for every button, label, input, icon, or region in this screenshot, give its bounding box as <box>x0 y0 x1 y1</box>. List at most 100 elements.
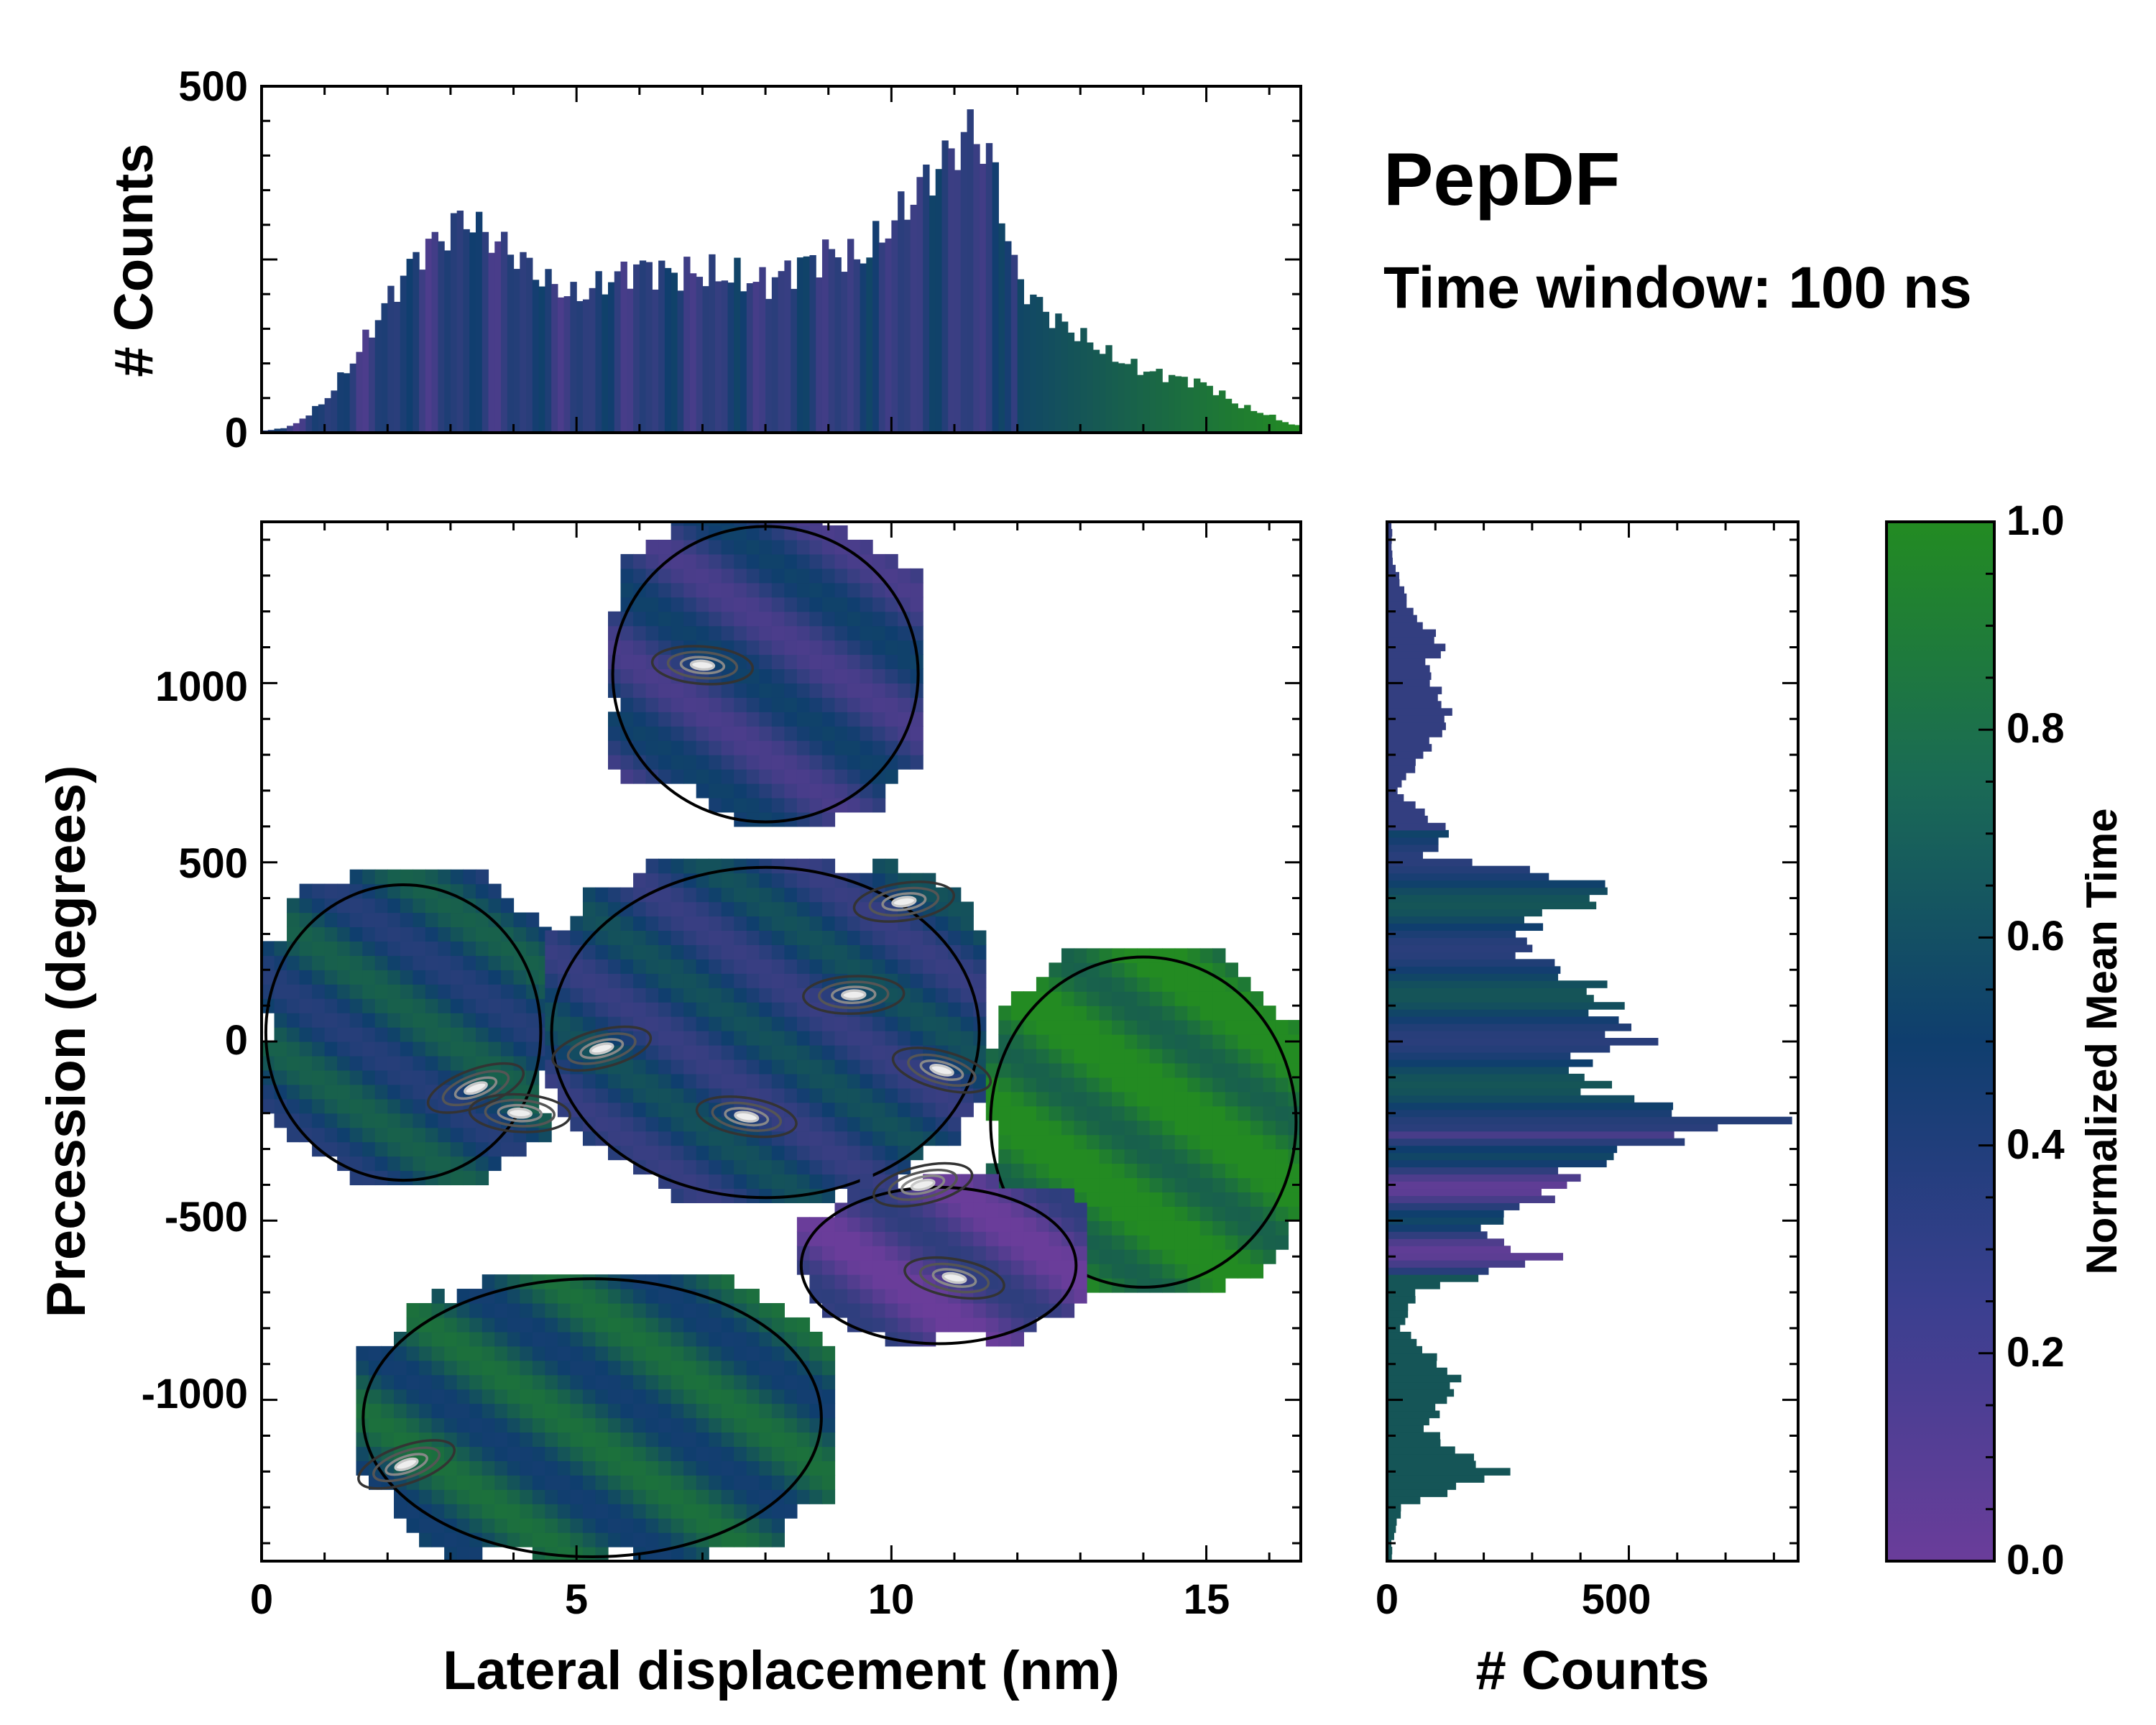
right-histogram-bar <box>1387 636 1434 645</box>
right-histogram-bar <box>1387 737 1429 745</box>
top-histogram-bar <box>1049 328 1056 433</box>
top-histogram-bar <box>576 300 584 433</box>
right-histogram-bar <box>1387 1167 1559 1175</box>
right-histogram-bar <box>1387 952 1516 960</box>
top-histogram-bar <box>1168 374 1176 433</box>
top-histogram-bar <box>381 303 388 433</box>
main-ytick-label-minus500: -500 <box>165 1194 248 1241</box>
top-histogram-bar <box>438 241 445 433</box>
top-histogram-bar <box>816 277 823 433</box>
right-histogram-bar <box>1387 980 1608 988</box>
right-histogram-bar <box>1387 1095 1635 1103</box>
density-peak <box>872 1162 974 1208</box>
region-bottom-left-lobe <box>356 1274 836 1561</box>
right-histogram-bar <box>1387 1353 1437 1361</box>
top-histogram-bar <box>1238 408 1245 433</box>
top-histogram-bar <box>520 252 527 433</box>
top-histogram-bar <box>582 299 590 433</box>
top-histogram-bar <box>1194 378 1201 433</box>
right-histogram-bar <box>1387 794 1404 802</box>
right-histogram-bar <box>1387 1052 1571 1060</box>
right-histogram-bar <box>1387 643 1446 652</box>
right-histogram-bar <box>1387 1202 1520 1210</box>
right-histogram-bar <box>1387 1446 1455 1455</box>
top-histogram-bar <box>551 284 558 433</box>
right-histogram-bar <box>1387 1432 1440 1440</box>
right-histogram-bar <box>1387 579 1400 587</box>
top-histogram-bar <box>337 372 344 433</box>
right-histogram-bar <box>1387 672 1432 680</box>
right-histogram-bar <box>1387 1302 1409 1311</box>
top-histogram-bar <box>1080 328 1087 433</box>
right-histogram-bar <box>1387 880 1606 888</box>
right-histogram-bar <box>1387 1496 1421 1504</box>
right-histogram-bar <box>1387 1532 1394 1540</box>
top-histogram-bar <box>538 286 545 433</box>
right-histogram-ticks <box>1386 522 1798 1561</box>
region-right-lobe <box>985 948 1301 1293</box>
top-histogram-bar <box>374 320 382 433</box>
right-histogram-bar <box>1387 1289 1416 1297</box>
top-histogram-bar <box>1074 341 1081 433</box>
right-histogram-bar <box>1387 815 1428 824</box>
main-ytick-label-minus1000: -1000 <box>142 1371 248 1417</box>
top-histogram-bar <box>778 271 785 433</box>
right-histogram-bar <box>1387 686 1442 694</box>
main-xtick-label-0: 0 <box>250 1576 273 1623</box>
top-histogram-bar <box>570 282 577 433</box>
density-peak <box>802 975 906 1016</box>
main-plot-ticks <box>260 522 1301 1561</box>
top-histogram-bar <box>513 269 520 433</box>
top-histogram-bar <box>1061 321 1069 433</box>
top-histogram-bar <box>1231 403 1238 433</box>
main-xtick-label-15: 15 <box>1184 1576 1230 1623</box>
top-histogram-bar <box>973 144 980 433</box>
top-histogram-bar <box>784 260 791 433</box>
top-histogram-bar <box>1036 297 1044 433</box>
top-histogram-bar <box>394 301 401 433</box>
right-histogram-bar <box>1387 1159 1607 1168</box>
top-histogram-bar <box>526 257 533 433</box>
top-histogram-bar <box>677 290 684 433</box>
right-histogram-bar <box>1387 1460 1476 1468</box>
top-histogram-bar <box>985 143 993 433</box>
top-histogram-bar <box>413 252 420 433</box>
top-histogram-bar <box>834 257 842 433</box>
right-xtick-label-0: 0 <box>1376 1576 1399 1623</box>
right-histogram-bar <box>1387 887 1608 896</box>
top-histogram-bar <box>683 257 691 433</box>
right-histogram-bar <box>1387 1066 1569 1075</box>
top-histogram-bar <box>1256 413 1264 433</box>
right-histogram-bar <box>1387 751 1424 759</box>
right-histogram-bar <box>1387 944 1533 952</box>
right-histogram-bar <box>1387 837 1439 845</box>
top-histogram-bar <box>746 283 754 433</box>
plot-title: PepDF <box>1383 138 1620 221</box>
right-histogram-bar <box>1387 522 1392 530</box>
top-histogram-bar <box>727 282 734 433</box>
main-xlabel: Lateral displacement (nm) <box>443 1640 1120 1701</box>
top-ylabel: # Counts <box>103 143 165 377</box>
top-histogram-ticks <box>260 85 1301 434</box>
top-histogram-bar <box>1181 377 1188 433</box>
top-histogram-bar <box>507 254 515 433</box>
top-histogram-bar <box>349 363 357 433</box>
top-histogram-bar <box>941 140 949 433</box>
top-histogram-bar <box>960 132 968 433</box>
right-histogram-bar <box>1387 973 1559 981</box>
top-histogram-bar <box>620 261 627 433</box>
top-histogram-bar <box>1124 364 1131 433</box>
colorbar-tick-label-0.8: 0.8 <box>2007 705 2065 752</box>
right-histogram-bar <box>1387 607 1414 616</box>
density-peak <box>903 1256 1005 1300</box>
top-histogram-bar <box>645 262 653 433</box>
right-histogram-bar <box>1387 1138 1685 1146</box>
top-histogram-bar <box>1005 241 1012 433</box>
top-histogram-bar <box>1042 311 1050 433</box>
top-histogram-bar <box>287 426 294 433</box>
top-histogram-bar <box>1030 294 1037 433</box>
plot-subtitle: Time window: 100 ns <box>1383 255 1972 321</box>
right-histogram-bar <box>1387 1152 1614 1161</box>
top-histogram-bar <box>1156 369 1163 433</box>
top-histogram-bar <box>696 277 704 433</box>
